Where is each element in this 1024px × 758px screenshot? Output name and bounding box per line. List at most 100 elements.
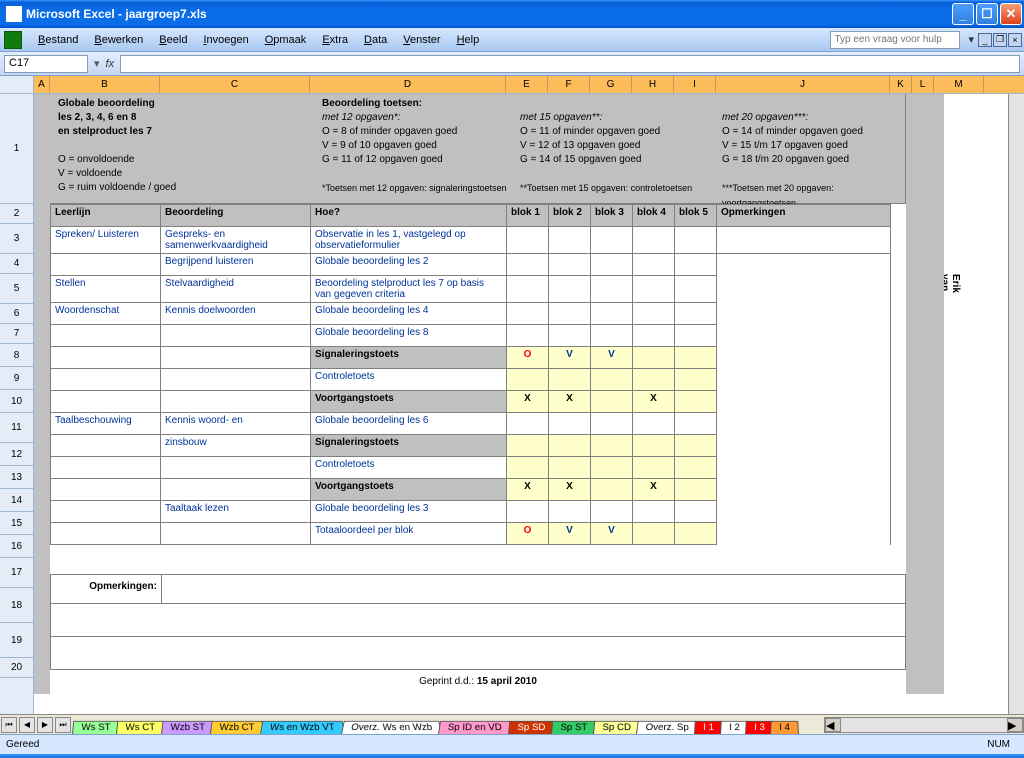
cell-blok1[interactable] (507, 457, 549, 479)
cell-beoordeling[interactable] (161, 523, 311, 545)
cell-blok1[interactable]: O (507, 523, 549, 545)
cell-opm[interactable] (717, 325, 891, 347)
menu-bestand[interactable]: Bestand (30, 32, 86, 48)
cell-blok3[interactable] (591, 501, 633, 523)
cell-blok3[interactable] (591, 391, 633, 413)
row-header-19[interactable]: 19 (0, 623, 33, 658)
cell-blok3[interactable] (591, 276, 633, 303)
cell-blok2[interactable]: X (549, 479, 591, 501)
cell-opm[interactable] (717, 413, 891, 435)
cell-hoe[interactable]: Voortgangstoets (311, 391, 507, 413)
cell-blok3[interactable] (591, 435, 633, 457)
col-header-E[interactable]: E (506, 76, 548, 93)
close-button[interactable]: ✕ (1000, 3, 1022, 25)
col-header-K[interactable]: K (890, 76, 912, 93)
cell-leerlijn[interactable]: Taalbeschouwing (51, 413, 161, 435)
cell-blok4[interactable] (633, 435, 675, 457)
maximize-button[interactable]: ☐ (976, 3, 998, 25)
cell-leerlijn[interactable] (51, 391, 161, 413)
opmerkingen-cell[interactable] (161, 575, 905, 603)
col-header-H[interactable]: H (632, 76, 674, 93)
cell-blok2[interactable] (549, 325, 591, 347)
col-header-C[interactable]: C (160, 76, 310, 93)
cell-hoe[interactable]: Beoordeling stelproduct les 7 op basis v… (311, 276, 507, 303)
cell-opm[interactable] (717, 523, 891, 545)
cell-blok4[interactable]: X (633, 479, 675, 501)
col-header-D[interactable]: D (310, 76, 506, 93)
cell-blok2[interactable] (549, 501, 591, 523)
row-header-3[interactable]: 3 (0, 224, 33, 254)
cell-leerlijn[interactable] (51, 254, 161, 276)
cell-opm[interactable] (717, 369, 891, 391)
minimize-button[interactable]: _ (952, 3, 974, 25)
workbook-restore-button[interactable]: ❐ (993, 33, 1007, 47)
sheet-tab-sp-sd[interactable]: Sp SD (508, 720, 555, 733)
cell-blok1[interactable]: X (507, 391, 549, 413)
cell-blok3[interactable] (591, 254, 633, 276)
row-header-6[interactable]: 6 (0, 304, 33, 324)
cell-blok5[interactable] (675, 435, 717, 457)
row-header-10[interactable]: 10 (0, 390, 33, 413)
hscroll-left[interactable]: ◀ (825, 718, 841, 732)
cell-blok1[interactable] (507, 325, 549, 347)
cell-beoordeling[interactable]: Begrijpend luisteren (161, 254, 311, 276)
row-header-14[interactable]: 14 (0, 489, 33, 512)
cell-opm[interactable] (717, 501, 891, 523)
sheet-tab-ws-ct[interactable]: Ws CT (116, 720, 165, 733)
cell-beoordeling[interactable]: zinsbouw (161, 435, 311, 457)
cell-opm[interactable] (717, 254, 891, 276)
cell-blok3[interactable] (591, 479, 633, 501)
menu-invoegen[interactable]: Invoegen (195, 32, 256, 48)
tab-nav-prev[interactable]: ◀ (19, 717, 35, 733)
cell-blok4[interactable] (633, 369, 675, 391)
sheet-tab-overz.-sp[interactable]: Overz. Sp (636, 720, 698, 733)
sheet-tab-sp-cd[interactable]: Sp CD (593, 720, 640, 733)
name-box[interactable]: C17 (4, 55, 88, 73)
cell-blok2[interactable] (549, 303, 591, 325)
cell-blok3[interactable] (591, 369, 633, 391)
cell-leerlijn[interactable] (51, 457, 161, 479)
row-header-12[interactable]: 12 (0, 443, 33, 466)
sheet-tab-sp-st[interactable]: Sp ST (551, 720, 597, 733)
menu-beeld[interactable]: Beeld (151, 32, 195, 48)
cell-blok1[interactable] (507, 227, 549, 254)
cell-blok2[interactable] (549, 413, 591, 435)
formula-bar[interactable] (120, 55, 1020, 73)
cell-blok5[interactable] (675, 479, 717, 501)
cell-blok5[interactable] (675, 413, 717, 435)
select-all-corner[interactable] (0, 76, 34, 94)
cell-blok3[interactable] (591, 227, 633, 254)
cell-blok1[interactable] (507, 276, 549, 303)
horizontal-scrollbar[interactable]: ◀ ▶ (824, 717, 1024, 733)
cell-leerlijn[interactable] (51, 347, 161, 369)
cell-blok3[interactable]: V (591, 523, 633, 545)
cell-hoe[interactable]: Voortgangstoets (311, 479, 507, 501)
cell-beoordeling[interactable] (161, 479, 311, 501)
row-header-1[interactable]: 1 (0, 94, 33, 204)
cell-hoe[interactable]: Totaaloordeel per blok (311, 523, 507, 545)
cell-leerlijn[interactable] (51, 435, 161, 457)
row-header-5[interactable]: 5 (0, 274, 33, 304)
cell-blok2[interactable]: X (549, 391, 591, 413)
cell-blok2[interactable] (549, 435, 591, 457)
cell-hoe[interactable]: Observatie in les 1, vastgelegd op obser… (311, 227, 507, 254)
cell-blok5[interactable] (675, 457, 717, 479)
grid-body[interactable]: Globale beoordeling les 2, 3, 4, 6 en 8 … (34, 94, 1024, 714)
cell-leerlijn[interactable] (51, 325, 161, 347)
cell-leerlijn[interactable]: Spreken/ Luisteren (51, 227, 161, 254)
cell-blok5[interactable] (675, 303, 717, 325)
cell-beoordeling[interactable] (161, 347, 311, 369)
row-header-2[interactable]: 2 (0, 204, 33, 224)
cell-opm[interactable] (717, 227, 891, 254)
col-header-B[interactable]: B (50, 76, 160, 93)
sheet-tab-sp-id-en-vd[interactable]: Sp ID en VD (438, 720, 512, 733)
cell-blok4[interactable] (633, 325, 675, 347)
tab-nav-last[interactable]: ⏭ (55, 717, 71, 733)
cell-hoe[interactable]: Globale beoordeling les 6 (311, 413, 507, 435)
cell-opm[interactable] (717, 435, 891, 457)
tab-nav-next[interactable]: ▶ (37, 717, 53, 733)
cell-blok5[interactable] (675, 254, 717, 276)
sheet-tab-wzb-st[interactable]: Wzb ST (161, 720, 215, 733)
vertical-scrollbar[interactable] (1008, 94, 1024, 714)
cell-beoordeling[interactable]: Kennis doelwoorden (161, 303, 311, 325)
